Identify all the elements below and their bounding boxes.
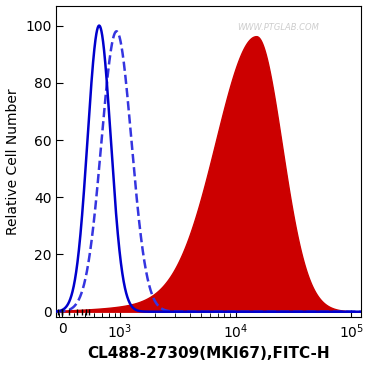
Y-axis label: Relative Cell Number: Relative Cell Number [6, 88, 20, 235]
X-axis label: CL488-27309(MKI67),FITC-H: CL488-27309(MKI67),FITC-H [87, 346, 330, 361]
Text: WWW.PTGLAB.COM: WWW.PTGLAB.COM [238, 23, 319, 32]
